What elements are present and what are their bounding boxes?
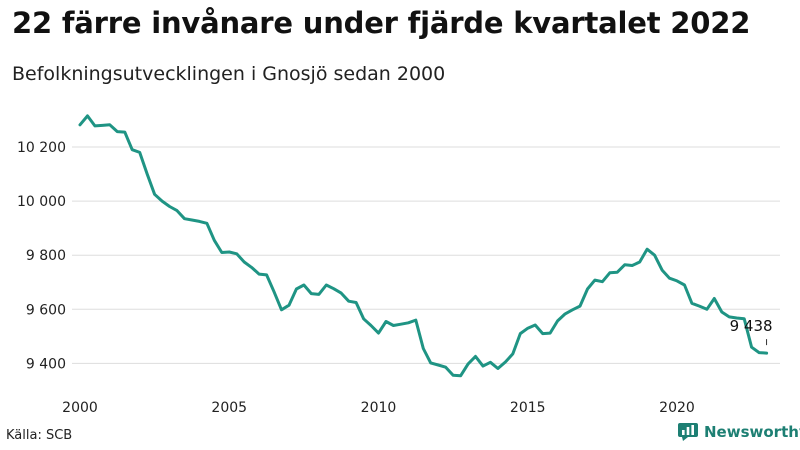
newsworthy-logo: Newsworthy <box>678 423 800 441</box>
end-value-label: 9 438 <box>730 317 773 335</box>
x-tick-label: 2010 <box>361 400 397 416</box>
x-axis: 2000 2005 2010 2015 2020 <box>62 400 695 416</box>
annotations: 9 438 <box>730 317 773 346</box>
x-tick-label: 2000 <box>62 400 98 416</box>
y-tick-label: 9 600 <box>26 302 66 318</box>
series <box>78 114 769 378</box>
chart-subtitle: Befolkningsutvecklingen i Gnosjö sedan 2… <box>12 63 446 85</box>
bar-chart-icon <box>678 423 698 441</box>
y-tick-label: 9 400 <box>26 356 66 372</box>
x-tick-label: 2005 <box>211 400 247 416</box>
source-note: Källa: SCB <box>6 428 73 443</box>
chart-title: 22 färre invånare under fjärde kvartalet… <box>12 6 751 40</box>
y-axis: 9 400 9 600 9 800 10 000 10 200 <box>17 140 66 372</box>
y-tick-label: 10 000 <box>17 194 66 210</box>
y-tick-label: 9 800 <box>26 248 66 264</box>
y-tick-label: 10 200 <box>17 140 66 156</box>
brand-name: Newsworthy <box>704 423 800 441</box>
x-tick-label: 2015 <box>510 400 546 416</box>
population-series-line <box>78 114 769 378</box>
gridlines <box>72 146 780 364</box>
x-tick-label: 2020 <box>659 400 695 416</box>
